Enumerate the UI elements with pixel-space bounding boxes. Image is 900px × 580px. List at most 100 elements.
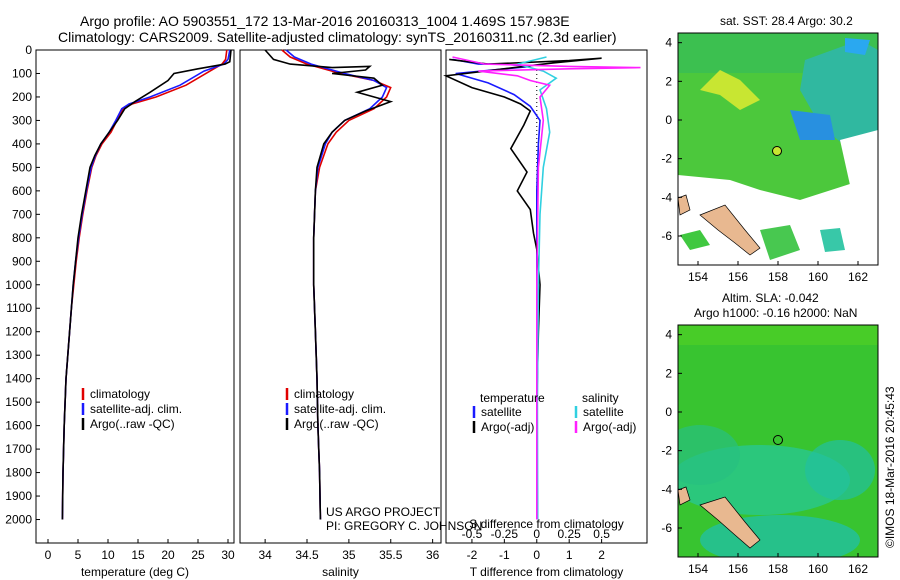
- legend-entry: Argo(-adj): [583, 420, 636, 434]
- series-line-climatology: [281, 49, 392, 520]
- imos-timestamp: ©IMOS 18-Mar-2016 20:45:43: [883, 386, 897, 548]
- x-tick-label: 1: [566, 548, 573, 562]
- sst-argo-location-marker: [772, 146, 782, 156]
- credit-line1: US ARGO PROJECT: [326, 505, 441, 519]
- sst-map-title: sat. SST: 28.4 Argo: 30.2: [720, 14, 853, 28]
- legend-entry: satellite: [583, 405, 624, 419]
- map-x-tick-label: 158: [768, 562, 788, 576]
- legend-entry: Argo(..raw -QC): [90, 417, 175, 431]
- figure-title-line2: Climatology: CARS2009. Satellite-adjuste…: [58, 29, 616, 45]
- map-x-tick-label: 154: [688, 562, 708, 576]
- map-y-tick-label: -2: [661, 152, 672, 166]
- s-tick-label: 0: [533, 527, 540, 541]
- y-tick-label: 1500: [5, 395, 32, 409]
- x-tick-label: 0: [533, 548, 540, 562]
- salinity-panel: 34 34.5 35 35.5 36 salinity climatologysatelli…: [239, 49, 442, 579]
- legend-header-salinity: salinity: [582, 391, 619, 405]
- map-y-tick-label: 4: [665, 328, 672, 342]
- series-line-t-satellite: [452, 58, 541, 520]
- map-x-tick-label: 158: [768, 270, 788, 284]
- figure-title-line1: Argo profile: AO 5903551_172 13-Mar-2016…: [80, 13, 570, 29]
- legend-entry: Argo(-adj): [481, 420, 534, 434]
- x-tick-label: 35.5: [379, 548, 403, 562]
- series-line-t-argo-adj-: [443, 57, 602, 520]
- x-axis-label: T difference from climatology: [470, 565, 624, 579]
- series-line-argo-raw-qc-: [61, 49, 232, 520]
- sla-map-title-line2: Argo h1000: -0.16 h2000: NaN: [694, 306, 857, 320]
- x-tick-label: 34: [258, 548, 272, 562]
- y-tick-label: 700: [12, 207, 32, 221]
- y-tick-label: 2000: [5, 513, 32, 527]
- x-tick-label: 25: [191, 548, 205, 562]
- y-tick-label: 1200: [5, 325, 32, 339]
- map-x-tick-label: 156: [728, 270, 748, 284]
- sla-argo-location-marker: [773, 435, 783, 445]
- series-line-satellite-adj-clim-: [285, 49, 388, 520]
- legend-entry: climatology: [90, 387, 150, 401]
- x-tick-label: -2: [467, 548, 478, 562]
- map-y-tick-label: -2: [661, 444, 672, 458]
- map-y-tick-label: -6: [661, 521, 672, 535]
- y-tick-label: 600: [12, 184, 32, 198]
- plot-frame: [35, 49, 235, 544]
- y-tick-label: 100: [12, 66, 32, 80]
- x-tick-label: 30: [221, 548, 235, 562]
- x-tick-label: 35: [342, 548, 356, 562]
- y-tick-label: 1000: [5, 278, 32, 292]
- map-x-tick-label: 154: [688, 270, 708, 284]
- credit-line2: PI: GREGORY C. JOHNSON: [326, 519, 482, 533]
- x-axis-label: salinity: [322, 565, 359, 579]
- x-tick-label: 5: [75, 548, 82, 562]
- x-tick-label: 34.5: [295, 548, 319, 562]
- y-tick-label: 400: [12, 137, 32, 151]
- difference-panel: -2 -1 0 1 2 -0.5 -0.25 0 0.25 0.5S difference fro…: [443, 49, 648, 579]
- y-tick-label: 1100: [6, 301, 32, 315]
- plot-frame: [239, 49, 442, 544]
- y-tick-label: 900: [12, 254, 32, 268]
- legend-entry: Argo(..raw -QC): [294, 417, 379, 431]
- map-y-tick-label: 2: [665, 366, 672, 380]
- x-tick-label: 20: [161, 548, 175, 562]
- x-tick-label: 10: [101, 548, 115, 562]
- legend-entry: climatology: [294, 387, 354, 401]
- series-line-satellite-adj-clim-: [61, 49, 231, 520]
- y-tick-label: 0: [25, 43, 32, 57]
- s-tick-label: 0.25: [558, 527, 582, 541]
- s-tick-label: -0.25: [491, 527, 519, 541]
- x-tick-label: -1: [499, 548, 510, 562]
- y-tick-label: 300: [12, 113, 32, 127]
- y-tick-label: 1700: [5, 442, 32, 456]
- x-tick-label: 36: [426, 548, 440, 562]
- map-y-tick-label: -4: [661, 190, 672, 204]
- map-y-tick-label: 0: [665, 405, 672, 419]
- legend-entry: satellite-adj. clim.: [90, 402, 182, 416]
- plot-frame: [445, 49, 648, 544]
- s-axis-label: S difference from climatology: [469, 517, 624, 531]
- x-tick-label: 0: [45, 548, 52, 562]
- y-tick-label: 1800: [5, 466, 32, 480]
- x-tick-label: 2: [598, 548, 605, 562]
- map-y-tick-label: -6: [661, 229, 672, 243]
- legend-entry: satellite-adj. clim.: [294, 402, 386, 416]
- x-axis-label: temperature (deg C): [81, 565, 189, 579]
- y-tick-label: 1900: [5, 489, 32, 503]
- legend-entry: satellite: [481, 405, 522, 419]
- y-tick-label: 1600: [5, 419, 32, 433]
- map-y-tick-label: -4: [661, 482, 672, 496]
- y-tick-label: 200: [12, 90, 32, 104]
- legend-header-temperature: temperature: [480, 391, 545, 405]
- map-x-tick-label: 162: [848, 562, 868, 576]
- series-line-argo-raw-qc-: [264, 49, 394, 520]
- map-y-tick-label: 2: [665, 74, 672, 88]
- map-x-tick-label: 160: [808, 562, 828, 576]
- y-tick-label: 500: [12, 160, 32, 174]
- s-tick-label: -0.5: [462, 527, 483, 541]
- map-y-tick-label: 4: [665, 36, 672, 50]
- s-tick-label: 0.5: [593, 527, 610, 541]
- map-y-tick-label: 0: [665, 113, 672, 127]
- y-tick-label: 1300: [5, 348, 32, 362]
- series-line-s-argo-adj-: [452, 56, 641, 520]
- map-x-tick-label: 160: [808, 270, 828, 284]
- sst-map: sat. SST: 28.4 Argo: 30.2 154 156 158 160 16…: [661, 14, 879, 284]
